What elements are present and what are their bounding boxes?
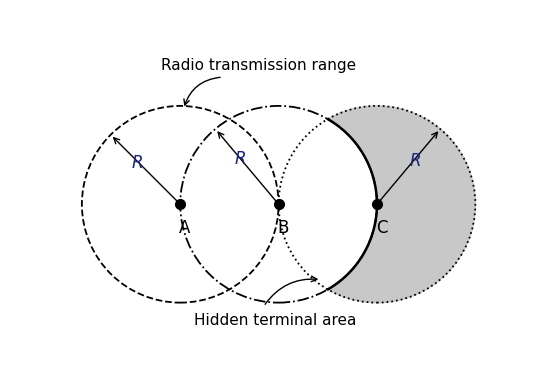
Text: B: B bbox=[278, 219, 289, 237]
Text: Hidden terminal area: Hidden terminal area bbox=[194, 313, 356, 328]
Text: Radio transmission range: Radio transmission range bbox=[161, 58, 356, 73]
Text: R: R bbox=[132, 154, 144, 172]
Text: C: C bbox=[376, 219, 387, 237]
Text: R: R bbox=[409, 152, 421, 170]
Text: R: R bbox=[235, 150, 246, 168]
Text: A: A bbox=[179, 219, 190, 237]
Polygon shape bbox=[328, 106, 475, 303]
